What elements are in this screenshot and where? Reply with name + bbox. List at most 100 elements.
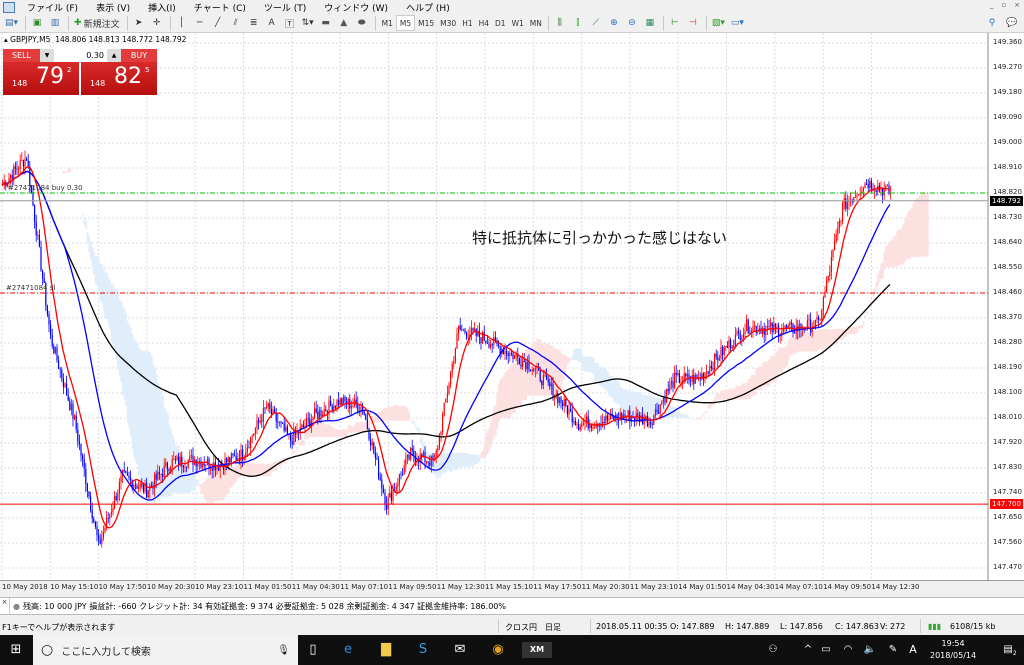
- ichimoku-cloud-segment: [491, 414, 494, 442]
- candle-body: [120, 476, 122, 482]
- task-view-icon[interactable]: ▯: [309, 642, 317, 657]
- cursor-icon[interactable]: ➤: [134, 18, 143, 28]
- candle-body: [597, 423, 599, 427]
- menu-help[interactable]: ヘルプ (H): [406, 3, 450, 14]
- volume-icon[interactable]: 🔈: [863, 644, 877, 655]
- candle-body: [442, 415, 444, 433]
- zoom-out-icon[interactable]: ⊖: [628, 18, 636, 28]
- clock[interactable]: 19:54 2018/05/14: [930, 639, 977, 660]
- text-label-icon[interactable]: 🅃: [285, 19, 295, 30]
- ichimoku-cloud-segment: [506, 370, 508, 418]
- timeframe-h4[interactable]: H4: [478, 18, 490, 28]
- timeframe-m30[interactable]: M30: [440, 18, 457, 28]
- rectangle-icon[interactable]: ▬: [321, 18, 330, 28]
- arrows-icon[interactable]: ⇅▾: [301, 18, 314, 28]
- lot-increase-button[interactable]: ▲: [107, 49, 121, 62]
- sell-price[interactable]: 148 79 2: [3, 62, 79, 95]
- candle-body: [344, 396, 346, 402]
- ichimoku-cloud-segment: [675, 411, 678, 418]
- sell-button[interactable]: SELL: [3, 49, 40, 62]
- minimize-button[interactable]: _: [989, 1, 994, 9]
- restore-button[interactable]: ▫: [1001, 1, 1007, 9]
- chart-shift-icon[interactable]: ⊣: [688, 18, 697, 28]
- vertical-line-icon[interactable]: │: [178, 18, 185, 28]
- ichimoku-cloud-segment: [882, 262, 884, 279]
- autoscroll-icon[interactable]: ⊢: [670, 18, 679, 28]
- candle-body: [50, 324, 52, 336]
- tile-windows-icon[interactable]: ▦: [645, 18, 655, 28]
- template-name[interactable]: 日足: [545, 623, 561, 632]
- ichimoku-cloud-segment: [462, 453, 465, 467]
- app-icon[interactable]: [3, 1, 15, 13]
- profile-name[interactable]: クロス円: [505, 623, 537, 632]
- timeframe-h1[interactable]: H1: [462, 18, 473, 28]
- price-tick: 148.910: [993, 163, 1022, 171]
- terminal-close-button[interactable]: ×: [0, 598, 10, 614]
- xm-mt4-icon[interactable]: XM: [522, 642, 552, 658]
- candle-body: [90, 496, 92, 510]
- candle-body: [186, 466, 188, 468]
- notifications-icon[interactable]: ▤2: [1003, 644, 1017, 657]
- trendline-icon[interactable]: ╱: [214, 18, 221, 28]
- buy-price[interactable]: 148 82 5: [81, 62, 157, 95]
- ichimoku-cloud-segment: [587, 356, 590, 373]
- ime-indicator[interactable]: A: [909, 643, 917, 656]
- price-chart[interactable]: ▴ GBPJPY,M5 148.806 148.813 148.772 148.…: [0, 33, 1024, 591]
- menu-tools[interactable]: ツール (T): [263, 3, 307, 14]
- line-chart-icon[interactable]: ⟋: [592, 18, 600, 28]
- indicators-icon[interactable]: ▧▾: [711, 18, 725, 28]
- battery-icon[interactable]: ▭: [821, 644, 831, 655]
- windows-start-icon[interactable]: ⊞: [10, 642, 22, 657]
- wifi-icon[interactable]: ◠: [843, 644, 853, 655]
- fibonacci-icon[interactable]: ≣: [249, 18, 258, 28]
- lot-size-input[interactable]: 0.30: [54, 49, 107, 62]
- timeframe-m5[interactable]: M5: [395, 15, 416, 31]
- horizontal-line-icon[interactable]: ─: [196, 18, 203, 28]
- lot-decrease-button[interactable]: ▼: [40, 49, 54, 62]
- menu-insert[interactable]: 挿入(I): [148, 3, 176, 14]
- menu-window[interactable]: ウィンドウ (W): [324, 3, 389, 14]
- periods-icon[interactable]: ▭▾: [730, 18, 744, 28]
- zoom-in-icon[interactable]: ⊕: [610, 18, 618, 28]
- candle-body: [302, 424, 304, 427]
- skype-icon[interactable]: S: [418, 642, 428, 657]
- channel-icon[interactable]: ⫽: [233, 18, 238, 28]
- chat-icon[interactable]: 💬: [1006, 18, 1018, 28]
- menu-file[interactable]: ファイル (F): [27, 3, 79, 14]
- navigator-icon[interactable]: ▥: [50, 18, 60, 28]
- timeframe-mn[interactable]: MN: [529, 18, 542, 28]
- triangle-icon[interactable]: ▲: [340, 18, 348, 28]
- candle-body: [466, 332, 468, 338]
- people-icon[interactable]: ⚇: [768, 644, 778, 655]
- menu-view[interactable]: 表示 (V): [96, 3, 131, 14]
- new-chart-button[interactable]: ▤▾: [5, 18, 19, 28]
- timeframe-m15[interactable]: M15: [418, 18, 435, 28]
- tray-expand-icon[interactable]: ^: [803, 644, 813, 655]
- edge-icon[interactable]: e: [344, 642, 352, 657]
- candle-body: [261, 420, 263, 422]
- bar-chart-icon[interactable]: ⫼: [557, 18, 562, 28]
- menu-chart[interactable]: チャート (C): [193, 3, 246, 14]
- taskbar-search[interactable]: ○ ここに入力して検索 🎙: [33, 635, 298, 665]
- chrome-icon[interactable]: ◉: [492, 642, 504, 657]
- close-button[interactable]: ×: [1014, 1, 1020, 9]
- new-order-button[interactable]: ✚ 新規注文: [74, 18, 120, 30]
- timeframe-w1[interactable]: W1: [511, 18, 524, 28]
- ellipse-icon[interactable]: ⬬: [357, 18, 366, 28]
- buy-button[interactable]: BUY: [121, 49, 157, 62]
- mail-icon[interactable]: ✉: [454, 642, 466, 657]
- candlestick-icon[interactable]: ⫿: [576, 18, 580, 28]
- timeframe-m1[interactable]: M1: [381, 18, 393, 28]
- microphone-icon[interactable]: 🎙: [277, 644, 290, 656]
- pen-icon[interactable]: ✎: [888, 644, 898, 655]
- file-explorer-icon[interactable]: ▇: [381, 642, 391, 657]
- timeframe-d1[interactable]: D1: [495, 18, 506, 28]
- ichimoku-cloud-segment: [629, 391, 632, 415]
- search-icon[interactable]: ⚲: [988, 18, 996, 28]
- market-watch-icon[interactable]: ▣: [32, 18, 42, 28]
- ichimoku-cloud-segment: [507, 369, 510, 418]
- ichimoku-cloud-segment: [816, 329, 819, 352]
- ichimoku-cloud-segment: [582, 356, 585, 372]
- crosshair-icon[interactable]: ✛: [152, 18, 161, 28]
- text-icon[interactable]: A: [268, 18, 275, 28]
